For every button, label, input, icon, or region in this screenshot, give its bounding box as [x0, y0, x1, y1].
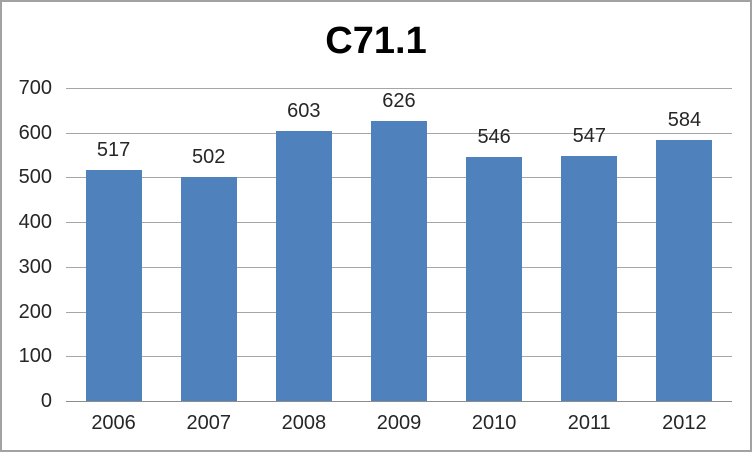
- y-tick-label: 0: [40, 390, 52, 412]
- bar-2009: [371, 121, 427, 401]
- bar-2010: [466, 156, 523, 401]
- gridline-y-700: [66, 88, 732, 89]
- x-tick-label-2011: 2011: [567, 412, 611, 434]
- plot-area: [66, 88, 732, 402]
- bar-2011: [561, 156, 618, 401]
- bar-value-label-2008: 603: [287, 100, 321, 123]
- y-tick-label: 600: [18, 121, 52, 144]
- y-tick-label: 100: [18, 345, 52, 368]
- bar-2006: [85, 169, 142, 401]
- x-tick-label-2007: 2007: [186, 412, 231, 434]
- y-tick-label: 500: [18, 166, 52, 189]
- x-tick-label-2006: 2006: [91, 412, 136, 434]
- y-tick-label: 400: [18, 211, 52, 234]
- x-tick-label-2008: 2008: [281, 412, 327, 434]
- y-tick-label: 300: [18, 255, 52, 278]
- bar-value-label-2009: 626: [382, 90, 416, 113]
- bar-value-label-2010: 546: [477, 125, 511, 148]
- bar-2008: [275, 131, 332, 401]
- y-tick-label: 200: [18, 300, 52, 323]
- bar-value-label-2006: 517: [96, 138, 131, 161]
- bar-value-label-2007: 502: [192, 145, 226, 168]
- x-tick-label-2012: 2012: [662, 412, 707, 434]
- x-axis-line: [66, 401, 732, 402]
- bar-value-label-2012: 584: [667, 108, 702, 131]
- bar-2007: [180, 176, 237, 401]
- y-tick-label: 700: [18, 77, 52, 99]
- bar-value-label-2011: 547: [572, 125, 606, 148]
- chart-title: C71.1: [325, 20, 427, 62]
- bar-2012: [656, 139, 713, 401]
- x-tick-label-2009: 2009: [376, 412, 422, 434]
- x-tick-label-2010: 2010: [471, 412, 517, 434]
